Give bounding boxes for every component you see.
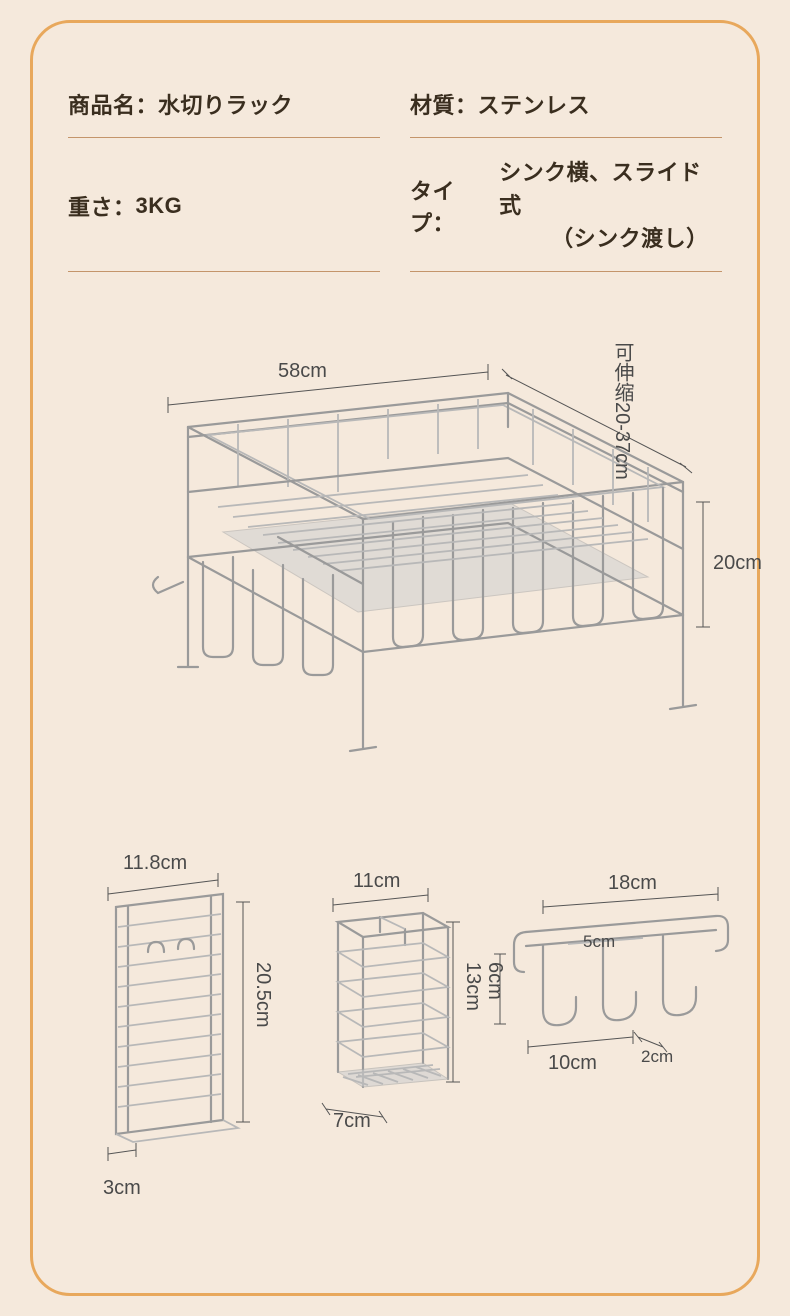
main-height-label: 20cm [713,552,762,575]
hook-height-label: 6cm [483,962,506,1000]
spec-name-label: 商品名： [68,88,158,120]
holder-height-label: 13cm [461,962,484,1011]
holder-width-label: 11cm [353,870,400,893]
hook-length-label: 18cm [608,872,657,895]
spec-type: タイプ： シンク横、スライド式 （シンク渡し） [410,138,722,272]
spec-type-value: シンク横、スライド式 （シンク渡し） [499,156,722,255]
panel-height-label: 20.5cm [251,962,274,1028]
main-width-label: 58cm [278,360,327,383]
spec-weight-value: 3KG [136,193,183,219]
spec-type-line1: シンク横、スライド式 [499,160,702,218]
hook-inner-label: 5cm [583,932,615,952]
hook-gap-label: 2cm [641,1047,673,1067]
spec-weight: 重さ： 3KG [68,138,380,272]
panel-depth-label: 3cm [103,1177,141,1200]
hook-base-label: 10cm [548,1052,597,1075]
spec-material-value: ステンレス [478,88,591,120]
spec-material-label: 材質： [410,88,478,120]
spec-material: 材質： ステンレス [410,68,722,138]
holder-depth-label: 7cm [333,1110,371,1133]
spec-type-line2: （シンク渡し） [499,226,709,251]
panel-width-label: 11.8cm [123,852,187,875]
product-spec-card: 商品名： 水切りラック 材質： ステンレス 重さ： 3KG タイプ： シンク横、… [30,20,760,1296]
spec-name: 商品名： 水切りラック [68,68,380,138]
hook-svg [488,892,738,1092]
spec-name-value: 水切りラック [158,88,293,120]
spec-weight-label: 重さ： [68,190,136,222]
main-depth-label: 可伸缩20-37cm [608,342,637,480]
holder-svg [308,887,488,1147]
diagram-area: 58cm 可伸缩20-37cm 20cm 11.8cm 20.5cm 3cm [68,282,722,1262]
spec-type-label: タイプ： [410,174,499,238]
spec-grid: 商品名： 水切りラック 材質： ステンレス 重さ： 3KG タイプ： シンク横、… [68,68,722,272]
